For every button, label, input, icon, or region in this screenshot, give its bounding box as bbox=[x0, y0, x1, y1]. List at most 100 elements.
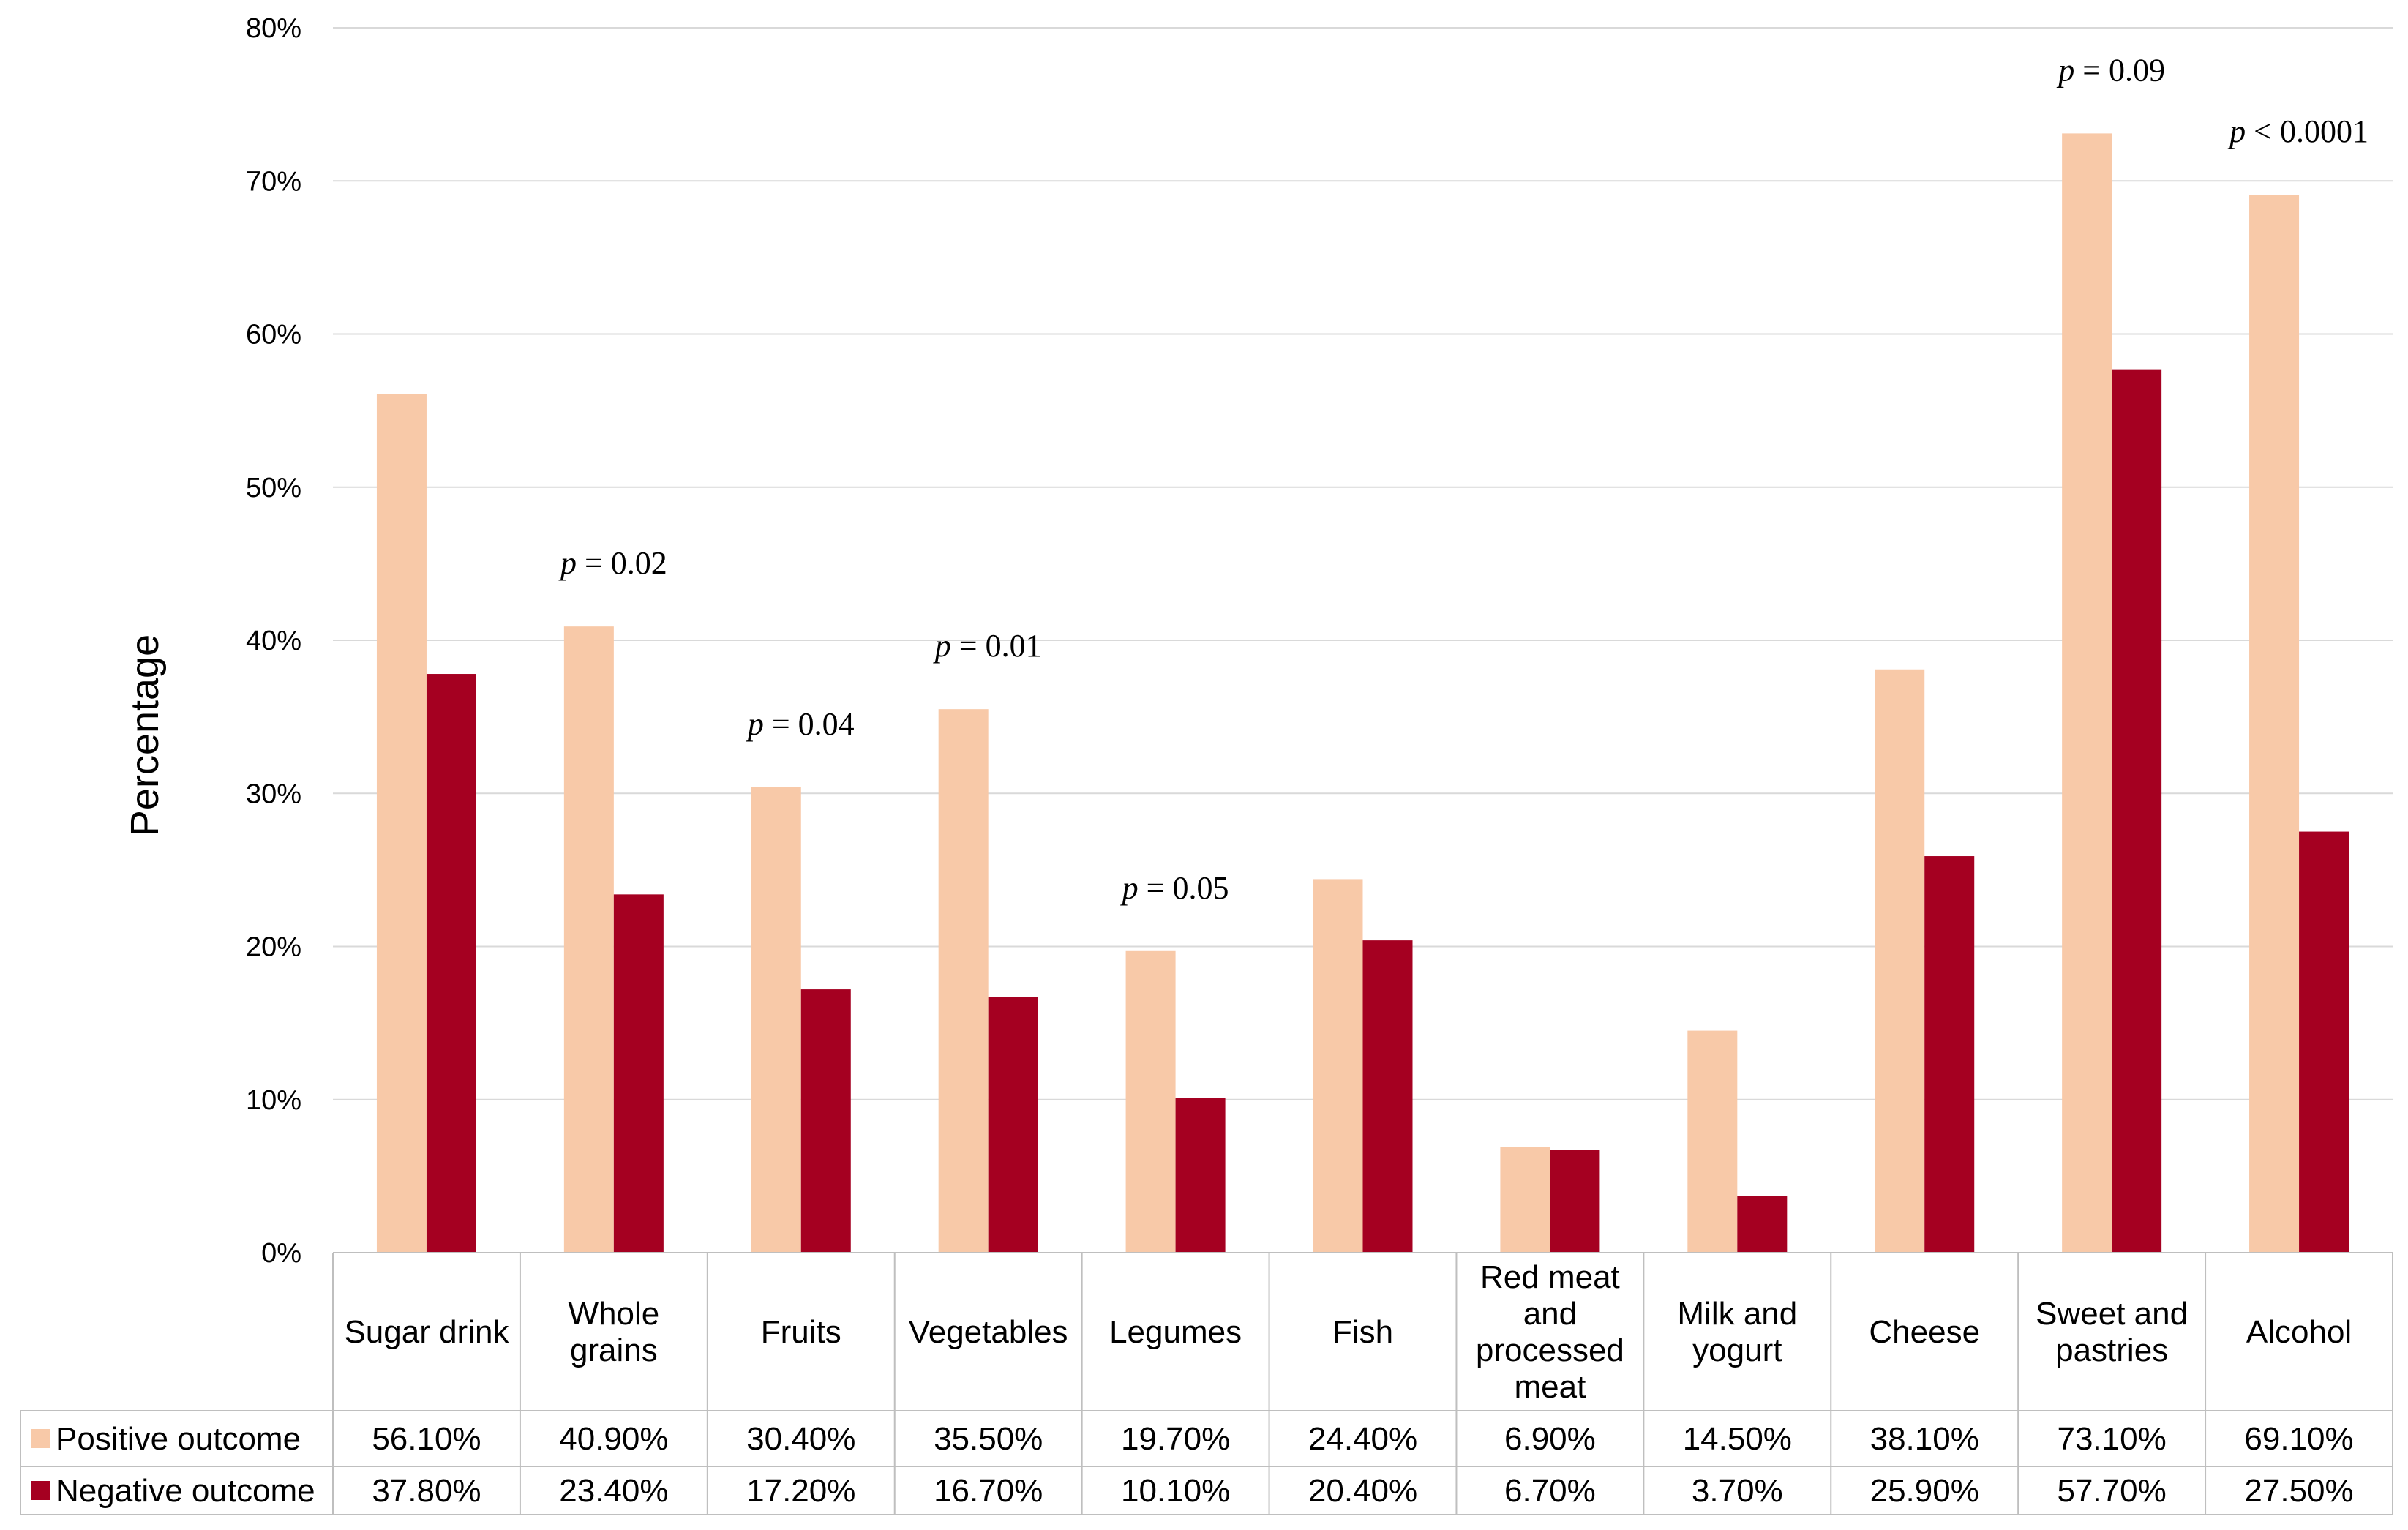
negative-outcome-bar bbox=[2112, 369, 2162, 1253]
y-tick-label: 60% bbox=[246, 320, 301, 350]
negative-outcome-bar bbox=[988, 997, 1038, 1253]
category-label-line: Vegetables bbox=[909, 1314, 1068, 1350]
negative-outcome-legend-label: Negative outcome bbox=[56, 1473, 315, 1509]
negative-outcome-bar bbox=[2299, 831, 2349, 1253]
positive-outcome-bar bbox=[751, 787, 801, 1253]
negative-outcome-bar bbox=[1924, 856, 1975, 1253]
gridlines bbox=[333, 27, 2393, 1253]
p-value-text: = 0.04 bbox=[764, 706, 855, 742]
category-label: Milk and yogurt bbox=[1677, 1296, 1797, 1368]
negative-outcome-bar bbox=[800, 989, 851, 1253]
category-label-line: Fruits bbox=[761, 1314, 841, 1350]
positive-outcome-legend-label: Positive outcome bbox=[56, 1421, 301, 1457]
p-value-text: = 0.01 bbox=[951, 628, 1042, 664]
negative-outcome-bar bbox=[1550, 1150, 1600, 1253]
category-label-line: meat bbox=[1514, 1369, 1586, 1405]
data-table-value: 25.90% bbox=[1870, 1473, 1979, 1509]
data-table-value: 24.40% bbox=[1308, 1421, 1417, 1457]
positive-outcome-legend-key bbox=[31, 1429, 50, 1448]
negative-outcome-legend-key bbox=[31, 1481, 50, 1500]
p-value-text: = 0.09 bbox=[2074, 52, 2165, 88]
category-label-line: and bbox=[1523, 1296, 1577, 1332]
category-label-line: Sweet and bbox=[2036, 1296, 2188, 1332]
y-tick-label: 0% bbox=[261, 1238, 301, 1269]
y-tick-label: 10% bbox=[246, 1085, 301, 1116]
positive-outcome-bar bbox=[1687, 1030, 1738, 1253]
category-label-line: Whole bbox=[569, 1296, 660, 1332]
y-tick-label: 50% bbox=[246, 473, 301, 503]
category-label: Whole grains bbox=[569, 1296, 660, 1368]
data-table-value: 17.20% bbox=[746, 1473, 855, 1509]
data-table-value: 20.40% bbox=[1308, 1473, 1417, 1509]
p-value-text: = 0.02 bbox=[577, 545, 667, 581]
category-label-line: Cheese bbox=[1869, 1314, 1980, 1350]
negative-outcome-bar bbox=[613, 894, 664, 1253]
positive-outcome-bar bbox=[563, 626, 614, 1253]
data-table-value: 37.80% bbox=[372, 1473, 481, 1509]
category-label-line: yogurt bbox=[1692, 1332, 1782, 1368]
y-tick-label: 80% bbox=[246, 13, 301, 44]
negative-outcome-bar bbox=[426, 674, 476, 1253]
p-symbol: p bbox=[2056, 52, 2074, 88]
category-label: Fish bbox=[1332, 1314, 1393, 1350]
category-label: Fruits bbox=[761, 1314, 841, 1350]
data-table-value: 57.70% bbox=[2058, 1473, 2167, 1509]
data-table-value: 73.10% bbox=[2058, 1421, 2167, 1457]
category-label-line: Red meat bbox=[1480, 1259, 1620, 1295]
y-axis-label: Percentage bbox=[123, 634, 167, 836]
data-table-value: 3.70% bbox=[1692, 1473, 1783, 1509]
category-label: Sugar drink bbox=[344, 1314, 509, 1350]
p-value-annotation: p = 0.09 bbox=[2056, 52, 2165, 88]
y-tick-label: 20% bbox=[246, 932, 301, 963]
data-table-value: 40.90% bbox=[559, 1421, 668, 1457]
p-value-text: = 0.05 bbox=[1139, 870, 1229, 906]
category-label-line: pastries bbox=[2055, 1332, 2168, 1368]
positive-outcome-bar bbox=[376, 394, 427, 1253]
p-value-annotation: p = 0.05 bbox=[1120, 870, 1229, 906]
data-table: Sugar drink Whole grains Fruits Vegetables Le… bbox=[20, 1252, 2393, 1515]
data-table-value: 14.50% bbox=[1683, 1421, 1792, 1457]
category-label-line: Alcohol bbox=[2246, 1314, 2352, 1350]
category-label-line: Legumes bbox=[1109, 1314, 1242, 1350]
data-table-value: 10.10% bbox=[1121, 1473, 1230, 1509]
category-label: Sweet and pastries bbox=[2036, 1296, 2188, 1368]
data-table-value: 35.50% bbox=[934, 1421, 1043, 1457]
p-symbol: p bbox=[933, 628, 951, 664]
positive-outcome-bar bbox=[1875, 669, 1925, 1253]
data-table-value: 69.10% bbox=[2244, 1421, 2353, 1457]
data-table-value: 27.50% bbox=[2244, 1473, 2353, 1509]
category-label-line: Sugar drink bbox=[344, 1314, 509, 1350]
y-tick-label: 40% bbox=[246, 626, 301, 656]
p-value-annotation: p < 0.0001 bbox=[2227, 113, 2368, 149]
category-label-line: processed bbox=[1476, 1332, 1624, 1368]
data-table-value: 16.70% bbox=[934, 1473, 1043, 1509]
data-table-value: 56.10% bbox=[372, 1421, 481, 1457]
positive-outcome-bar bbox=[938, 709, 989, 1253]
y-axis: 0% 10% 20% 30% 40% 50% 60% 70% 80% Percentage bbox=[123, 13, 301, 1269]
negative-outcome-bar bbox=[1362, 940, 1413, 1253]
p-value-annotation: p = 0.04 bbox=[746, 706, 855, 742]
category-label: Legumes bbox=[1109, 1314, 1242, 1350]
category-label-line: Milk and bbox=[1677, 1296, 1797, 1332]
positive-outcome-bar bbox=[1313, 879, 1363, 1253]
p-symbol: p bbox=[2227, 113, 2246, 149]
data-table-value: 30.40% bbox=[746, 1421, 855, 1457]
p-value-annotations: p = 0.02p = 0.04p = 0.01p = 0.05p = 0.09… bbox=[558, 52, 2368, 905]
negative-outcome-bar bbox=[1737, 1196, 1788, 1253]
category-label: Vegetables bbox=[909, 1314, 1068, 1350]
p-value-annotation: p = 0.02 bbox=[558, 545, 667, 581]
p-symbol: p bbox=[746, 706, 764, 742]
p-symbol: p bbox=[1120, 870, 1139, 906]
y-tick-label: 70% bbox=[246, 166, 301, 197]
category-label-line: Fish bbox=[1332, 1314, 1393, 1350]
data-table-value: 19.70% bbox=[1121, 1421, 1230, 1457]
p-value-annotation: p = 0.01 bbox=[933, 628, 1042, 664]
category-label: Red meat and processed meat bbox=[1476, 1259, 1624, 1405]
p-value-text: < 0.0001 bbox=[2246, 113, 2368, 149]
data-table-value: 6.90% bbox=[1504, 1421, 1596, 1457]
positive-outcome-bar bbox=[1125, 950, 1176, 1253]
negative-outcome-bar bbox=[1175, 1098, 1226, 1253]
data-table-value: 23.40% bbox=[559, 1473, 668, 1509]
bars bbox=[376, 133, 2349, 1253]
